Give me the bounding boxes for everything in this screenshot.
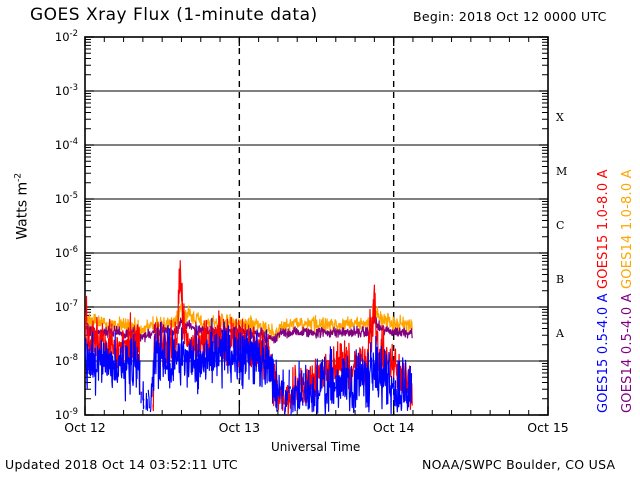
y-tick-label: 10-8 (54, 353, 78, 368)
legend-goes15-short: GOES15 0.5-4.0 A (596, 293, 611, 413)
flare-class-label-m: M (556, 165, 568, 179)
updated-timestamp: Updated 2018 Oct 14 03:52:11 UTC (5, 457, 238, 472)
x-axis-label: Universal Time (271, 440, 361, 454)
legend-goes15-long: GOES15 1.0-8.0 A (596, 169, 611, 289)
x-tick-label: Oct 13 (218, 420, 261, 435)
x-tick-label: Oct 12 (64, 420, 106, 435)
y-tick-label: 10-6 (54, 245, 78, 260)
y-tick-label: 10-9 (54, 407, 78, 422)
flare-class-label-a: A (556, 327, 564, 341)
flare-class-label-x: X (556, 111, 564, 125)
y-tick-label: 10-2 (54, 29, 78, 44)
x-tick-label: Oct 15 (527, 420, 569, 435)
y-tick-label: 10-7 (54, 299, 78, 314)
y-tick-label: 10-4 (54, 137, 78, 152)
y-tick-label: 10-3 (54, 83, 78, 98)
legend-goes14-long: GOES14 1.0-8.0 A (620, 169, 635, 289)
series-goes15-0-5-4-0-a (85, 317, 413, 415)
x-tick-label: Oct 14 (372, 420, 415, 435)
credit-label: NOAA/SWPC Boulder, CO USA (422, 457, 616, 472)
begin-time-label: Begin: 2018 Oct 12 0000 UTC (413, 9, 607, 24)
page-title: GOES Xray Flux (1-minute data) (30, 5, 318, 25)
flare-class-label-b: B (556, 273, 565, 287)
legend-goes14-short: GOES14 0.5-4.0 A (620, 293, 635, 413)
y-tick-label: 10-5 (54, 191, 78, 206)
flare-class-label-c: C (556, 219, 565, 233)
